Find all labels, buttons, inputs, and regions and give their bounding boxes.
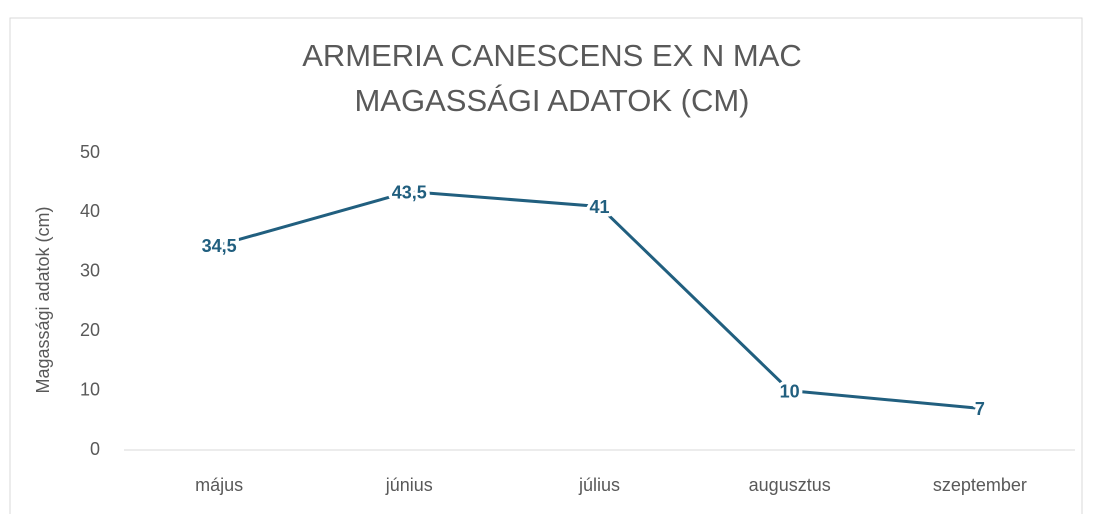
- chart-frame: [9, 17, 1083, 514]
- data-label: 43,5: [392, 182, 427, 202]
- y-tick-label: 0: [90, 439, 100, 459]
- x-tick-label: szeptember: [933, 475, 1027, 495]
- chart-title: ARMERIA CANESCENS EX N MAC: [302, 38, 802, 73]
- data-label: 10: [780, 381, 800, 401]
- data-label: 7: [975, 399, 985, 419]
- y-axis-label: Magassági adatok (cm): [33, 206, 53, 393]
- data-line: [218, 190, 981, 410]
- y-tick-label: 10: [80, 379, 100, 399]
- x-tick-label: május: [195, 475, 243, 495]
- y-tick-label: 50: [80, 142, 100, 162]
- y-tick-label: 30: [80, 261, 100, 281]
- y-tick-label: 20: [80, 320, 100, 340]
- y-tick-label: 40: [80, 201, 100, 221]
- x-tick-label: július: [578, 475, 620, 495]
- x-tick-label: június: [385, 475, 433, 495]
- data-label: 41: [589, 197, 609, 217]
- chart-title: MAGASSÁGI ADATOK (CM): [354, 83, 749, 118]
- x-tick-label: augusztus: [749, 475, 831, 495]
- data-label: 34,5: [202, 236, 237, 256]
